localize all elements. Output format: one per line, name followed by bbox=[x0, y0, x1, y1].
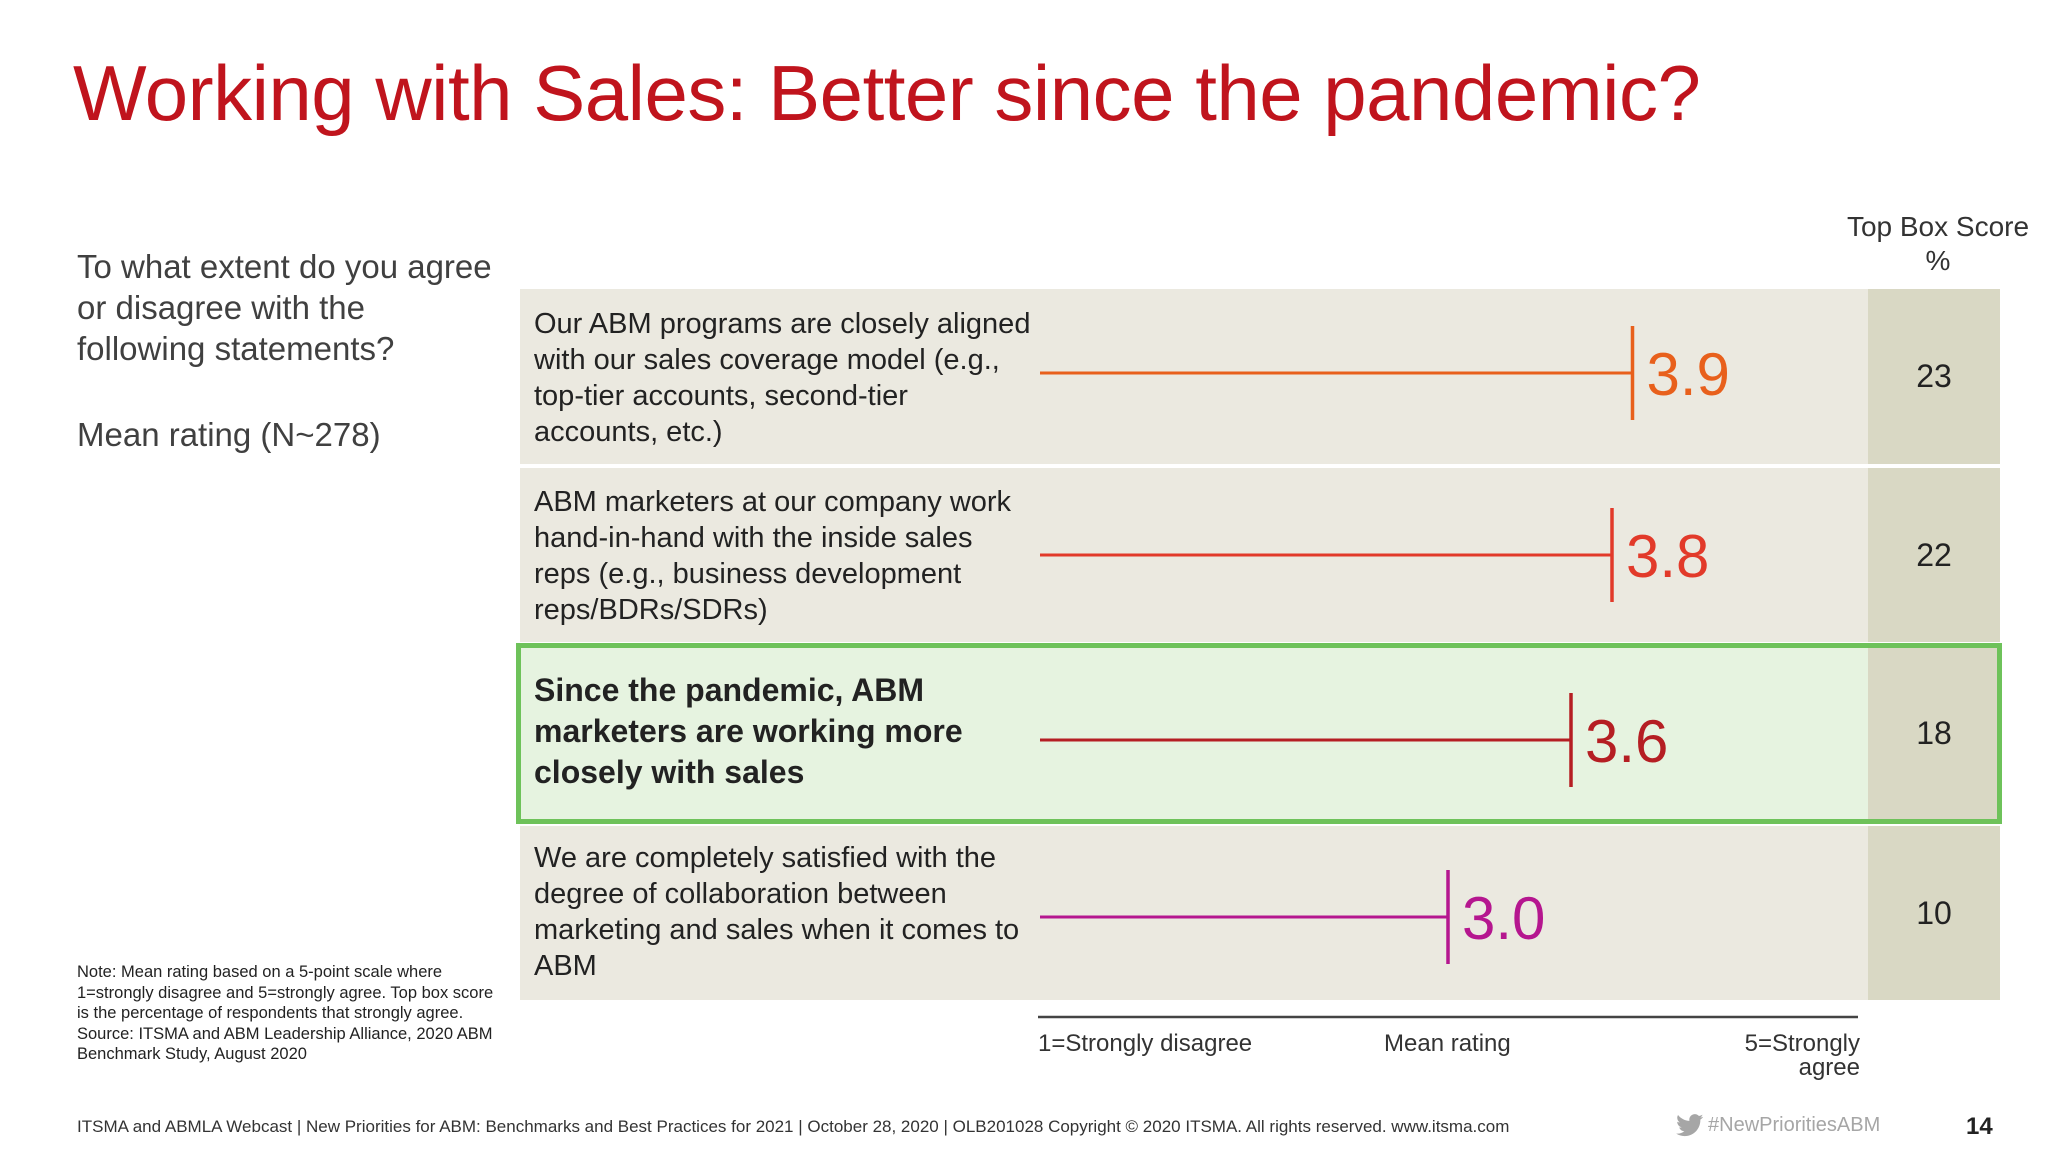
chart-row: Our ABM programs are closely aligned wit… bbox=[520, 289, 2000, 464]
mean-rating-value-label: 3.8 bbox=[1626, 523, 1709, 590]
statement-label: ABM marketers at our company work hand-i… bbox=[534, 486, 1012, 626]
survey-question: To what extent do you agree or disagree … bbox=[77, 248, 492, 367]
row-background bbox=[520, 826, 1868, 1000]
chart-row-highlighted: Since the pandemic, ABM marketers are wo… bbox=[520, 646, 2000, 821]
top-box-score-header: Top Box Score % bbox=[1846, 211, 2030, 276]
footer-copyright: ITSMA and ABMLA Webcast | New Priorities… bbox=[77, 1117, 1510, 1136]
mean-rating-label: Mean rating (N~278) bbox=[77, 416, 381, 453]
page-number: 14 bbox=[1966, 1113, 1993, 1140]
axis-max-label: 5=Strongly agree bbox=[1744, 1030, 1860, 1081]
top-box-score-cell: 22 bbox=[1868, 468, 2000, 642]
row-background bbox=[520, 646, 1868, 821]
mean-rating-value-label: 3.9 bbox=[1647, 341, 1730, 408]
top-box-score-cell: 10 bbox=[1868, 826, 2000, 1000]
chart-row: We are completely satisfied with the deg… bbox=[520, 826, 2000, 1000]
hashtag-label: #NewPrioritiesABM bbox=[1708, 1114, 1881, 1136]
top-box-score-cell: 23 bbox=[1868, 289, 2000, 464]
x-axis-title: Mean rating bbox=[1384, 1030, 1511, 1057]
axis-min-label: 1=Strongly disagree bbox=[1038, 1030, 1253, 1057]
highlight-frame bbox=[516, 643, 2002, 824]
top-box-score-cell: 18 bbox=[1868, 646, 2000, 821]
row-background bbox=[520, 289, 1868, 464]
statement-label: Since the pandemic, ABM marketers are wo… bbox=[534, 672, 963, 790]
page-title: Working with Sales: Better since the pan… bbox=[73, 49, 1701, 137]
footer-hashtag[interactable]: #NewPrioritiesABM bbox=[1676, 1114, 1880, 1137]
statement-label: Our ABM programs are closely aligned wit… bbox=[534, 308, 1031, 448]
mean-rating-value-label: 3.6 bbox=[1585, 708, 1668, 775]
source-note: Note: Mean rating based on a 5-point sca… bbox=[77, 963, 494, 1063]
statement-label: We are completely satisfied with the deg… bbox=[534, 842, 1020, 982]
twitter-bird-icon bbox=[1676, 1114, 1704, 1137]
mean-rating-value-label: 3.0 bbox=[1462, 885, 1545, 952]
